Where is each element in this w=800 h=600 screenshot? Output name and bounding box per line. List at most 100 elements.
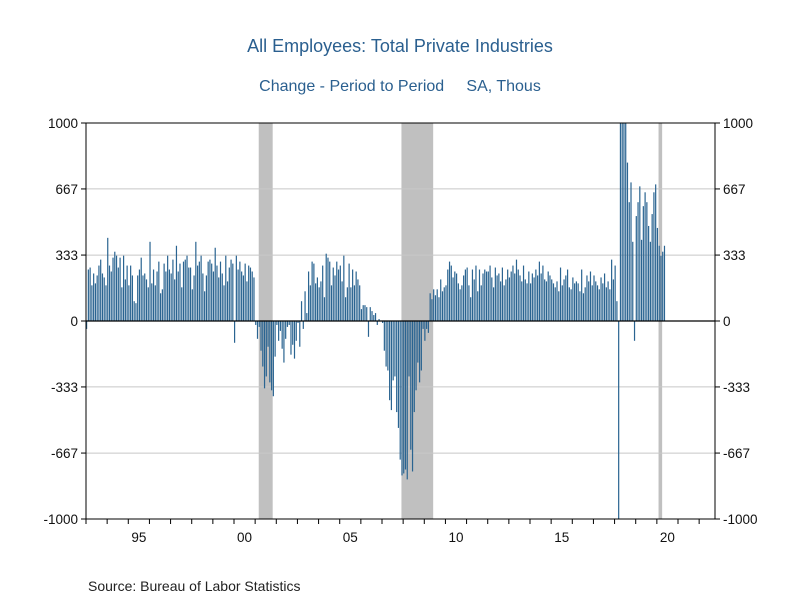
data-bar: [337, 269, 340, 321]
data-bar: [404, 321, 407, 470]
data-bar: [230, 259, 232, 321]
y-tick-label-right: -667: [723, 446, 750, 461]
data-bar: [130, 265, 132, 321]
data-bar: [295, 321, 297, 341]
y-tick-label-right: 1000: [723, 116, 753, 131]
data-bar: [503, 285, 505, 321]
y-tick-label-left: -1000: [43, 512, 78, 527]
data-bar: [630, 182, 632, 321]
data-bar: [258, 321, 260, 327]
data-bar: [616, 301, 618, 321]
data-bar: [198, 261, 200, 321]
data-bar: [152, 269, 155, 321]
data-bar: [309, 285, 311, 321]
data-bar: [302, 321, 304, 329]
data-bar: [637, 202, 639, 321]
data-bar: [362, 305, 364, 321]
data-bar: [311, 261, 313, 321]
data-bar: [357, 279, 359, 321]
y-tick-label-right: 667: [723, 182, 746, 197]
data-bar: [600, 277, 602, 321]
data-bar: [263, 321, 266, 389]
data-bar: [501, 267, 503, 321]
data-bar: [101, 273, 104, 321]
data-bar: [445, 285, 447, 321]
data-bar: [251, 271, 253, 321]
data-bar: [181, 287, 183, 321]
data-bar: [100, 259, 102, 321]
data-bar: [233, 321, 236, 343]
data-bar: [640, 239, 643, 321]
data-bar: [228, 267, 230, 321]
data-bar: [315, 283, 317, 321]
data-bar: [193, 275, 195, 321]
data-bar: [86, 321, 88, 329]
data-bar: [401, 321, 403, 476]
data-bar: [396, 321, 398, 413]
data-bar: [334, 275, 336, 321]
data-bar: [346, 287, 348, 321]
data-bar: [283, 321, 285, 363]
data-bar: [288, 321, 290, 325]
y-tick-label-right: -333: [723, 380, 750, 395]
data-bar: [621, 123, 623, 321]
data-bar: [124, 279, 126, 321]
data-bar: [373, 315, 375, 321]
data-bar: [135, 303, 137, 321]
data-bar: [131, 275, 134, 321]
data-bar: [253, 277, 255, 321]
data-bar: [635, 216, 637, 321]
data-bar: [426, 321, 428, 329]
data-bar: [459, 289, 461, 321]
data-bar: [500, 281, 502, 321]
data-bar: [660, 255, 662, 321]
data-bar: [399, 321, 401, 460]
data-bar: [392, 321, 394, 381]
data-bar: [366, 307, 368, 321]
data-bar: [457, 283, 459, 321]
data-bar: [547, 271, 549, 321]
data-bar: [468, 285, 470, 321]
data-bar: [119, 257, 121, 321]
data-bar: [235, 255, 237, 321]
data-bar: [411, 321, 414, 472]
data-bar: [115, 255, 118, 321]
data-bar: [575, 281, 577, 321]
chart-title: All Employees: Total Private Industries: [247, 36, 553, 56]
y-tick-label-left: 333: [55, 248, 78, 263]
data-bar: [274, 321, 276, 357]
data-bar: [593, 275, 595, 321]
data-bar: [168, 269, 171, 321]
data-bar: [103, 277, 105, 321]
x-tick-label: 05: [343, 530, 358, 545]
data-bar: [191, 289, 193, 321]
data-bar: [498, 273, 500, 321]
data-bar: [415, 321, 417, 391]
data-bar: [179, 263, 181, 321]
data-bar: [568, 287, 570, 321]
data-bar: [390, 321, 392, 411]
data-bar: [304, 291, 306, 321]
data-bar: [628, 202, 630, 321]
data-bar: [625, 123, 627, 321]
data-bar: [420, 321, 422, 371]
data-bar: [151, 283, 153, 321]
data-bar: [318, 287, 320, 321]
data-bar: [455, 273, 458, 321]
data-bar: [603, 273, 606, 321]
data-bar: [276, 321, 278, 325]
data-bar: [262, 321, 264, 367]
data-bar: [232, 263, 234, 321]
data-bar: [648, 225, 650, 321]
data-bar: [269, 321, 271, 383]
data-bar: [175, 245, 178, 321]
data-bar: [408, 321, 410, 377]
x-tick-label: 95: [131, 530, 146, 545]
data-bar: [270, 321, 273, 391]
data-bar: [182, 261, 185, 321]
data-bar: [145, 279, 148, 321]
data-bar: [662, 251, 664, 321]
data-bar: [359, 285, 361, 321]
data-bar: [341, 281, 343, 321]
